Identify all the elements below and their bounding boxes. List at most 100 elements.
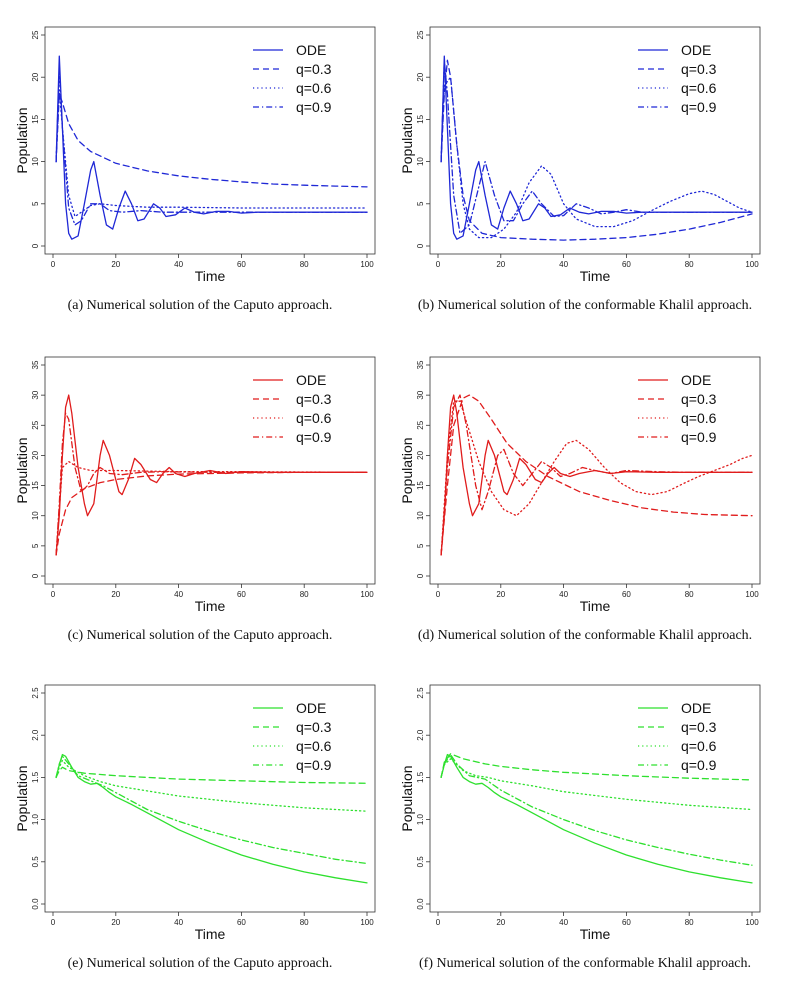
- x-tick-label: 0: [436, 590, 441, 599]
- x-tick-label: 20: [111, 590, 120, 599]
- legend-label: q=0.9: [296, 99, 332, 115]
- series-line-q09: [55, 412, 368, 556]
- legend-label: ODE: [296, 700, 326, 716]
- series-line-q09: [440, 753, 753, 866]
- x-tick-label: 80: [300, 918, 309, 927]
- y-tick-label: 20: [416, 72, 425, 81]
- x-tick-label: 100: [360, 918, 374, 927]
- x-tick-label: 40: [559, 918, 568, 927]
- series-line-q06: [55, 759, 368, 812]
- legend-label: q=0.6: [296, 738, 332, 754]
- y-axis-title: Population: [14, 765, 30, 831]
- x-tick-label: 100: [360, 590, 374, 599]
- panel-f: 0 20 40 60 80 100 0.0 0.5 1.0 1.5 2.0 2.5 Time Popula…: [395, 680, 775, 980]
- legend-label: q=0.6: [681, 80, 717, 96]
- series-line-q06: [440, 758, 753, 811]
- y-tick-label: 15: [416, 114, 425, 123]
- x-tick-label: 80: [300, 590, 309, 599]
- y-tick-label: 0.5: [31, 856, 40, 868]
- x-axis-title: Time: [195, 598, 226, 614]
- legend-label: q=0.3: [296, 719, 332, 735]
- y-axis-title: Population: [399, 107, 415, 173]
- y-tick-label: 0: [31, 573, 40, 578]
- y-tick-label: 2.5: [416, 687, 425, 699]
- x-tick-label: 100: [745, 260, 759, 269]
- y-tick-label: 10: [416, 511, 425, 520]
- x-tick-label: 60: [622, 590, 631, 599]
- caption-e: (e) Numerical solution of the Caputo app…: [67, 956, 333, 971]
- legend-label: q=0.6: [681, 738, 717, 754]
- y-tick-label: 25: [31, 420, 40, 429]
- y-tick-label: 20: [416, 450, 425, 459]
- y-tick-label: 2.5: [31, 687, 40, 699]
- legend-label: q=0.3: [681, 61, 717, 77]
- y-tick-label: 10: [416, 157, 425, 166]
- panel-c: 0 20 40 60 80 100 0 5 10 15 20 25 30 35 Time Population…: [10, 352, 390, 652]
- y-tick-label: 2.0: [416, 729, 425, 741]
- legend-label: q=0.3: [296, 61, 332, 77]
- legend-label: q=0.6: [296, 410, 332, 426]
- caption-f: (f) Numerical solution of the conformabl…: [419, 956, 751, 971]
- caption-b: (b) Numerical solution of the conformabl…: [417, 298, 753, 313]
- series-line-q09: [440, 59, 753, 234]
- x-axis-title: Time: [580, 268, 611, 284]
- y-tick-label: 25: [416, 420, 425, 429]
- x-tick-label: 20: [496, 918, 505, 927]
- y-tick-label: 15: [31, 114, 40, 123]
- legend-label: q=0.3: [296, 391, 332, 407]
- x-tick-label: 40: [559, 590, 568, 599]
- x-tick-label: 80: [685, 590, 694, 599]
- y-tick-label: 25: [31, 30, 40, 39]
- series-line-q09: [440, 394, 753, 556]
- x-tick-label: 0: [436, 918, 441, 927]
- panel-d: 0 20 40 60 80 100 0 5 10 15 20 25 30 35 Time Population…: [395, 352, 775, 652]
- chart-d: 0 20 40 60 80 100 0 5 10 15 20 25 30 35 Time Population…: [399, 356, 761, 614]
- y-tick-label: 30: [31, 390, 40, 399]
- y-tick-label: 0.5: [416, 856, 425, 868]
- x-axis-title: Time: [195, 926, 226, 942]
- x-tick-label: 0: [436, 260, 441, 269]
- legend-label: q=0.3: [681, 391, 717, 407]
- x-tick-label: 100: [360, 260, 374, 269]
- y-tick-label: 5: [31, 543, 40, 548]
- series-line-ode: [440, 55, 753, 240]
- y-tick-label: 30: [416, 390, 425, 399]
- y-tick-label: 15: [416, 481, 425, 490]
- series-line-q06: [440, 76, 753, 239]
- series-line-q03: [440, 394, 753, 556]
- series-line-q09: [55, 755, 368, 865]
- y-tick-label: 10: [31, 511, 40, 520]
- y-tick-label: 5: [31, 201, 40, 206]
- series-line-q03: [55, 471, 368, 556]
- x-tick-label: 40: [174, 918, 183, 927]
- y-axis-title: Population: [399, 765, 415, 831]
- legend-label: q=0.6: [296, 80, 332, 96]
- series-line-q06: [440, 400, 753, 556]
- plot-frame: [429, 356, 761, 585]
- chart-a: 0 20 40 60 80 100 0 5 10 15 20 25 Time Population ODE q…: [14, 26, 376, 284]
- y-tick-label: 20: [31, 450, 40, 459]
- y-tick-label: 1.0: [416, 813, 425, 825]
- legend-label: ODE: [296, 372, 326, 388]
- panel-a: 0 20 40 60 80 100 0 5 10 15 20 25 Time Population ODE q…: [10, 22, 390, 322]
- y-tick-label: 0: [416, 573, 425, 578]
- x-tick-label: 60: [237, 918, 246, 927]
- legend-label: q=0.9: [296, 429, 332, 445]
- y-axis-title: Population: [399, 437, 415, 503]
- plot-frame: [44, 684, 376, 913]
- y-tick-label: 0: [416, 243, 425, 248]
- x-axis-title: Time: [195, 268, 226, 284]
- legend-label: ODE: [681, 700, 711, 716]
- x-tick-label: 100: [745, 590, 759, 599]
- x-tick-label: 60: [622, 260, 631, 269]
- x-tick-label: 40: [174, 590, 183, 599]
- x-tick-label: 60: [237, 260, 246, 269]
- plot-frame: [429, 684, 761, 913]
- y-tick-label: 0.0: [31, 898, 40, 910]
- x-tick-label: 40: [174, 260, 183, 269]
- y-tick-label: 1.5: [31, 771, 40, 783]
- legend-label: q=0.9: [681, 429, 717, 445]
- legend-label: q=0.9: [296, 757, 332, 773]
- series-line-q06: [55, 460, 368, 556]
- series-line-q09: [55, 68, 368, 226]
